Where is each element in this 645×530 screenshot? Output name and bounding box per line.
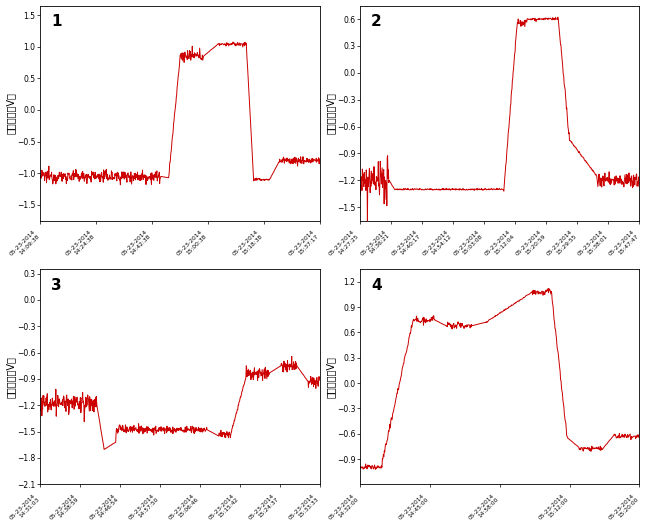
Text: 4: 4 [372,278,382,293]
Y-axis label: 极化电位（V）: 极化电位（V） [6,356,15,398]
Text: 2: 2 [372,14,382,29]
Y-axis label: 极化电位（V）: 极化电位（V） [325,356,335,398]
Y-axis label: 极化电位（V）: 极化电位（V） [6,92,15,134]
Text: 3: 3 [52,278,62,293]
Y-axis label: 极化电位（V）: 极化电位（V） [325,92,335,134]
Text: 1: 1 [52,14,62,29]
